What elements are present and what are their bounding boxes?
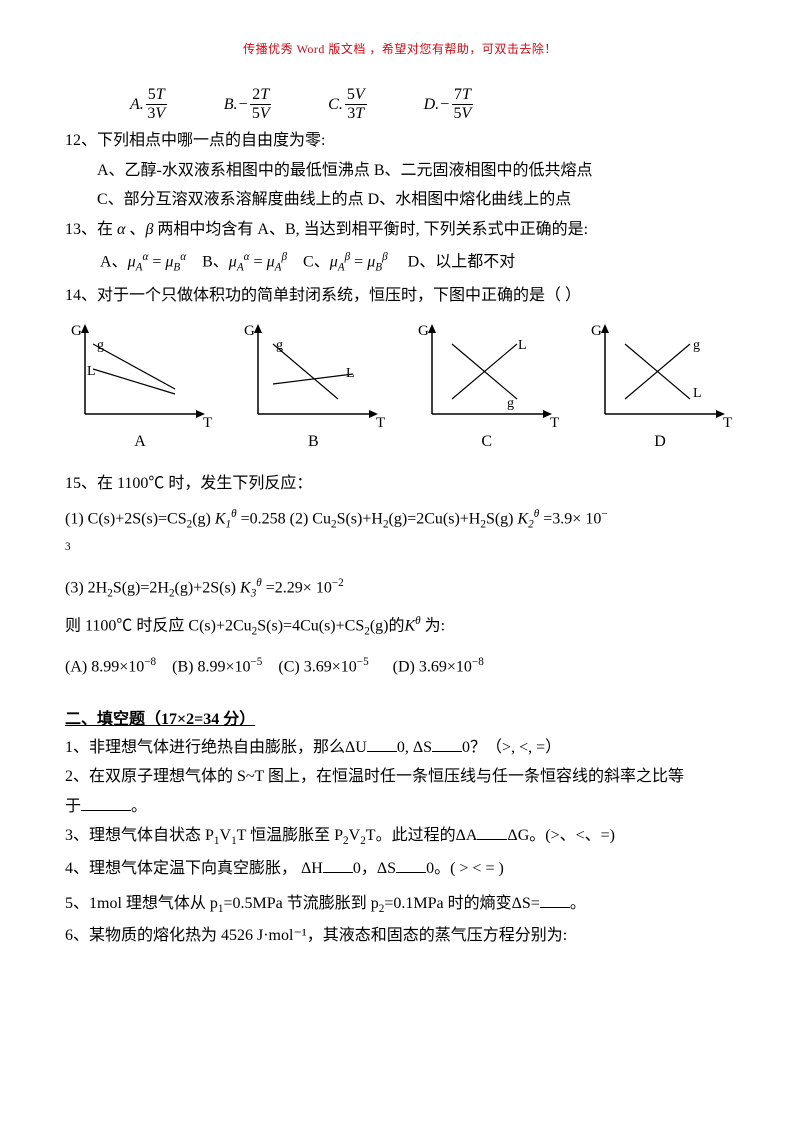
svg-text:L: L <box>693 386 702 401</box>
q13-stem: 13、在 α 、β 两相中均含有 A、B, 当达到相平衡时, 下列关系式中正确的… <box>65 217 735 243</box>
q12-opt-ab: A、乙醇-水双液系相图中的最低恒沸点 B、二元固液相图中的低共熔点 <box>65 158 735 184</box>
graph-a: G T g L A <box>65 319 215 451</box>
opt-a: A.5T3V <box>130 87 169 122</box>
svg-text:g: g <box>97 338 104 353</box>
graph-b: G T g L B <box>238 319 388 451</box>
graph-c: G T L g C <box>412 319 562 451</box>
fill-4: 4、理想气体定温下向真空膨胀， ΔH0，ΔS0。( > < = ) <box>65 856 735 882</box>
svg-text:G: G <box>418 323 429 339</box>
svg-text:T: T <box>550 415 559 429</box>
opt-c: C.5V3T <box>328 87 368 122</box>
q14-stem: 14、对于一个只做体积功的简单封闭系统，恒压时，下图中正确的是（ ） <box>65 283 735 309</box>
q15-r1r2: (1) C(s)+2S(s)=CS2(g) K1θ =0.258 (2) Cu2… <box>65 506 735 534</box>
svg-text:G: G <box>71 323 82 339</box>
fill-1: 1、非理想气体进行绝热自由膨胀，那么ΔU0, ΔS0？（>, <, =） <box>65 735 735 761</box>
svg-text:g: g <box>693 338 700 353</box>
fill-2-l1: 2、在双原子理想气体的 S~T 图上，在恒温时任一条恒压线与任一条恒容线的斜率之… <box>65 764 735 790</box>
svg-text:g: g <box>276 338 283 353</box>
page-header: 传播优秀 Word 版文档 ，希望对您有帮助，可双击去除！ <box>65 40 735 57</box>
svg-text:G: G <box>244 323 255 339</box>
opt-b: B.−2T5V <box>224 87 273 122</box>
q12-opt-cd: C、部分互溶双液系溶解度曲线上的点 D、水相图中熔化曲线上的点 <box>65 187 735 213</box>
q15-stem: 15、在 1100℃ 时，发生下列反应： <box>65 471 735 497</box>
svg-text:L: L <box>87 364 96 379</box>
svg-text:L: L <box>518 338 527 353</box>
section2-title: 二、填空题（17×2=34 分） <box>65 705 735 729</box>
q15-r3: (3) 2H2S(g)=2H2(g)+2S(s) K3θ =2.29× 10−2 <box>65 575 735 603</box>
q13-options: A、μAα = μBα B、μAα = μAβ C、μAβ = μBβ D、以上… <box>100 246 735 279</box>
fill-2-l2: 于。 <box>65 794 735 820</box>
svg-text:T: T <box>376 415 385 429</box>
q15-concl: 则 1100℃ 时反应 C(s)+2Cu2S(s)=4Cu(s)+CS2(g)的… <box>65 613 735 641</box>
svg-text:T: T <box>203 415 212 429</box>
fill-5: 5、1mol 理想气体从 p1=0.5MPa 节流膨胀到 p2=0.1MPa 时… <box>65 891 735 919</box>
q15-answers: (A) 8.99×10−8 (B) 8.99×10−5 (C) 3.69×10−… <box>65 654 735 680</box>
q15-r1exp: 3 <box>65 539 735 565</box>
q11-options: A.5T3V B.−2T5V C.5V3T D.−7T5V <box>130 87 735 122</box>
fill-6: 6、某物质的熔化热为 4526 J·mol⁻¹，其液态和固态的蒸气压方程分别为: <box>65 923 735 949</box>
opt-d: D.−7T5V <box>424 87 475 122</box>
fill-3: 3、理想气体自状态 P1V1T 恒温膨胀至 P2V2T。此过程的ΔAΔG。(>、… <box>65 823 735 851</box>
svg-text:T: T <box>723 415 732 429</box>
svg-text:g: g <box>507 396 514 411</box>
graph-d: G T g L D <box>585 319 735 451</box>
svg-text:L: L <box>346 366 355 381</box>
svg-text:G: G <box>591 323 602 339</box>
q12-stem: 12、下列相点中哪一点的自由度为零: <box>65 128 735 154</box>
q14-graphs: G T g L A G T g L B G <box>65 319 735 451</box>
